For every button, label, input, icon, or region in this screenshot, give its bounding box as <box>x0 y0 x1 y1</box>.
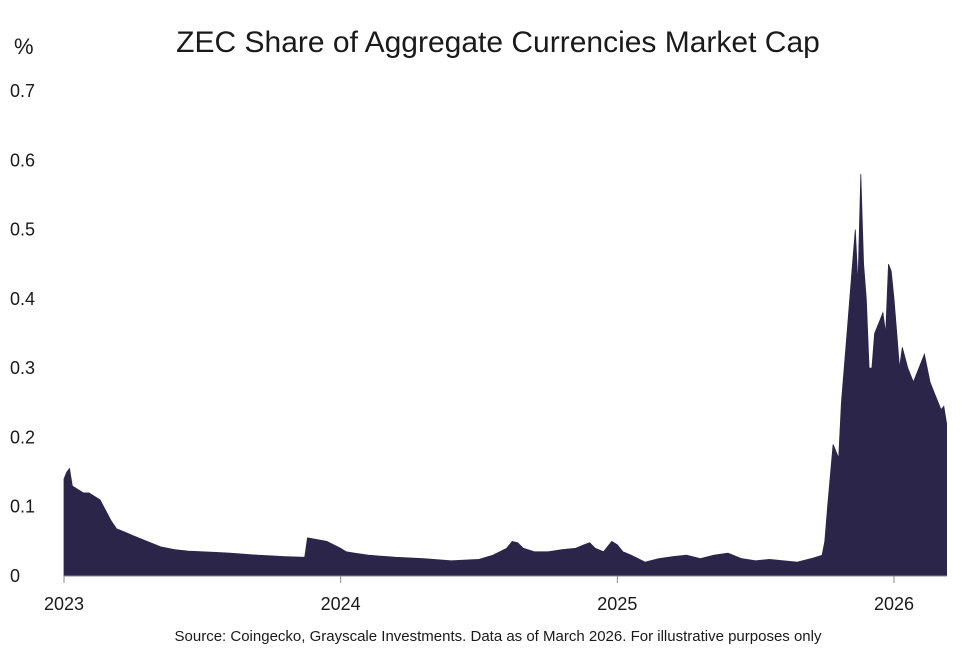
y-tick-label: 0.2 <box>10 427 35 447</box>
y-tick-label: 0.3 <box>10 358 35 378</box>
x-tick-label: 2025 <box>597 594 637 614</box>
y-axis-ticks: 0 0.1 0.2 0.3 0.4 0.5 0.6 0.7 <box>10 81 35 586</box>
y-tick-label: 0.1 <box>10 497 35 517</box>
x-tick-label: 2023 <box>44 594 84 614</box>
chart-title: ZEC Share of Aggregate Currencies Market… <box>176 26 820 59</box>
y-tick-label: 0.4 <box>10 289 35 309</box>
y-tick-label: 0 <box>10 566 20 586</box>
y-tick-label: 0.6 <box>10 150 35 170</box>
source-note: Source: Coingecko, Grayscale Investments… <box>175 628 822 645</box>
x-tick-label: 2024 <box>321 594 361 614</box>
y-tick-label: 0.7 <box>10 81 35 101</box>
x-axis-ticks: 2023 2024 2025 2026 <box>44 576 914 614</box>
y-axis-unit-label: % <box>14 34 34 59</box>
zec-share-area <box>63 174 947 577</box>
y-tick-label: 0.5 <box>10 220 35 240</box>
x-tick-label: 2026 <box>874 594 914 614</box>
